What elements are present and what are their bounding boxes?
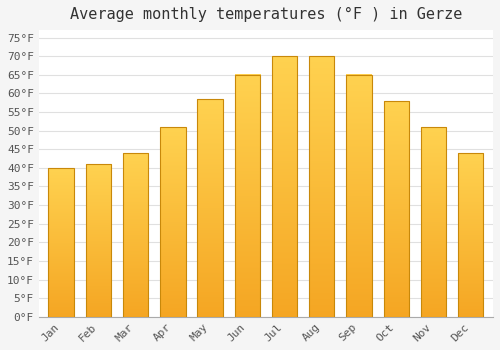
- Title: Average monthly temperatures (°F ) in Gerze: Average monthly temperatures (°F ) in Ge…: [70, 7, 462, 22]
